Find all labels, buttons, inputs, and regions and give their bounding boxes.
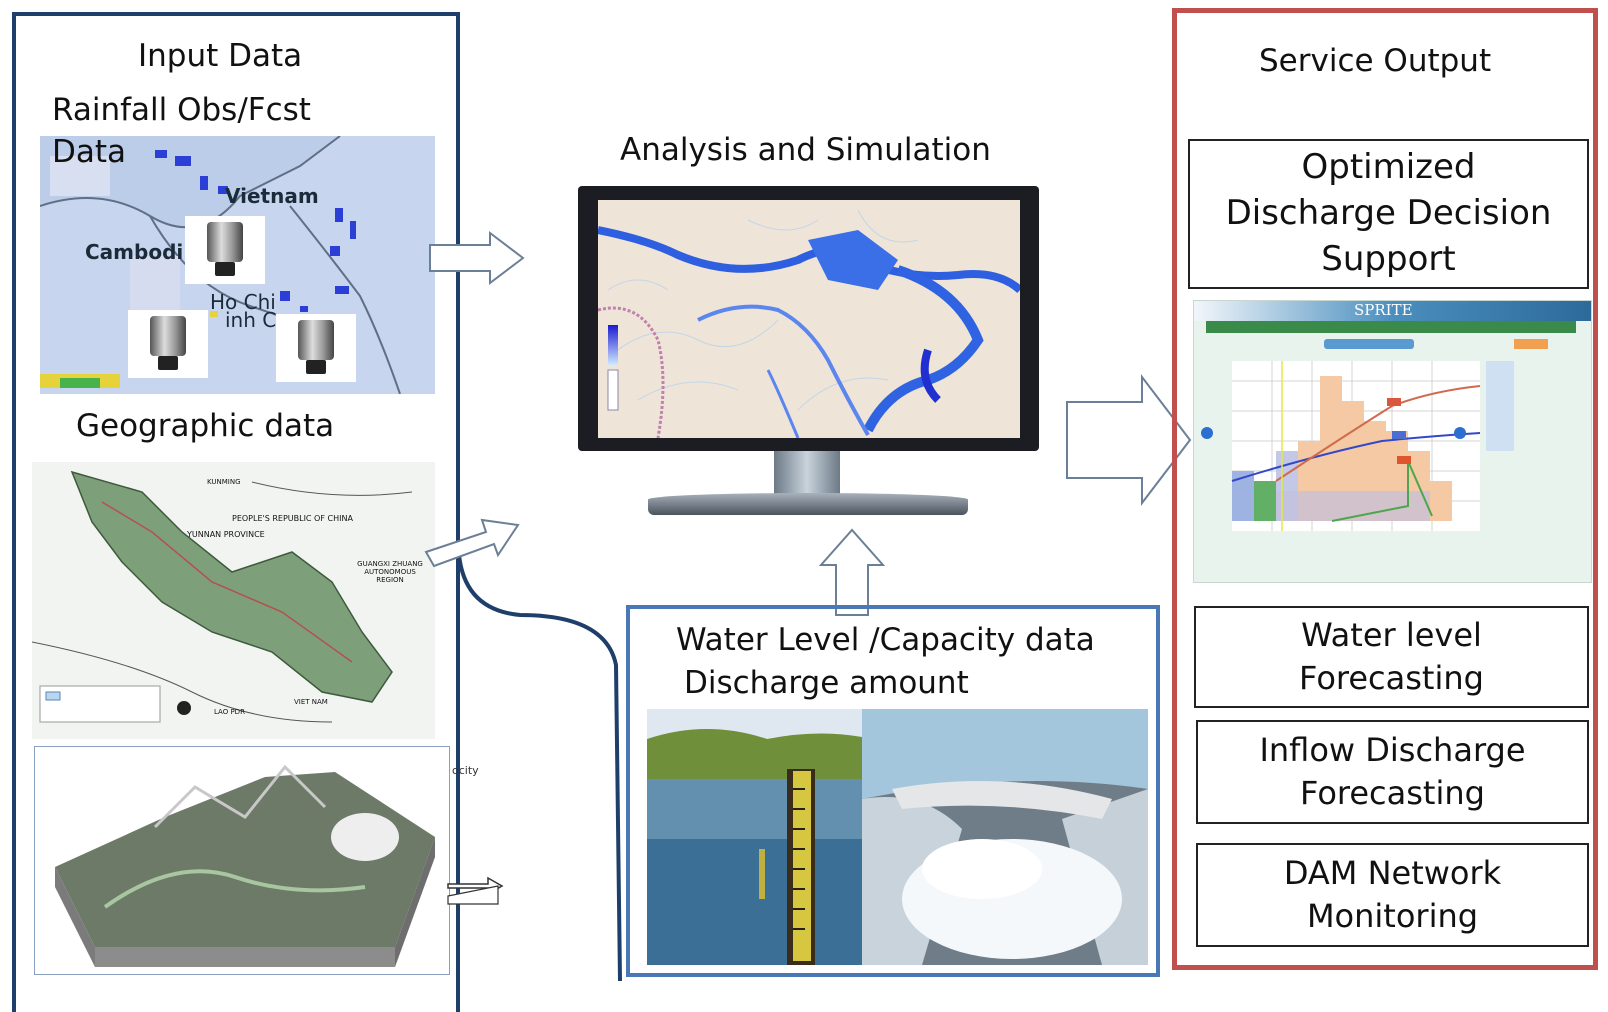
sprite-badge: [1514, 339, 1548, 349]
geographic-map: KUNMING PEOPLE'S REPUBLIC OF CHINA YUNNA…: [32, 462, 435, 739]
water-to-analysis-arrow: [818, 528, 886, 616]
dam-network-monitoring-box: DAM Network Monitoring: [1196, 843, 1589, 947]
rain-gauge-icon: [185, 216, 265, 284]
inflow-line1: Inflow Discharge: [1259, 730, 1526, 769]
water-level-panel: [626, 605, 1160, 977]
dam-line1: DAM Network: [1283, 853, 1502, 892]
water-level-forecasting-box: Water level Forecasting: [1194, 606, 1589, 708]
sprite-title: SPRITE: [1354, 301, 1413, 319]
sprite-tabs: [1206, 321, 1576, 333]
rainfall-map: Vietnam Cambodi Ho Chi inh C: [40, 136, 435, 394]
optimized-line2: Discharge Decision: [1225, 193, 1552, 234]
sprite-legend: [1486, 361, 1514, 451]
dam-graphic: [862, 709, 1148, 965]
simulation-map: [598, 200, 1020, 438]
inflow-line2: Forecasting: [1300, 774, 1485, 812]
rain-gauge-icon: [128, 310, 208, 378]
water-level-line2: Forecasting: [1299, 659, 1484, 697]
monitor-neck: [774, 451, 840, 495]
optimized-discharge-box: Optimized Discharge Decision Support: [1188, 139, 1589, 289]
sprite-nav-left-icon: [1201, 427, 1213, 439]
reservoir-photo: [647, 709, 862, 965]
rainfall-title-line1: Rainfall Obs/Fcst: [52, 92, 311, 128]
terrain-graphic: [55, 764, 435, 967]
geo-label-yunnan: YUNNAN PROVINCE: [187, 530, 265, 539]
connector-curve: [457, 554, 622, 982]
analysis-to-output-arrow: [1066, 374, 1192, 506]
water-title-line1: Water Level /Capacity data: [676, 622, 1095, 658]
sprite-screenshot: SPRITE: [1193, 300, 1592, 583]
terrain-arrow: [447, 876, 504, 905]
map-label-minh: inh C: [225, 308, 277, 332]
sprite-nav-right-icon: [1454, 427, 1466, 439]
terrain-label: ocity: [452, 764, 479, 777]
input-data-panel: [12, 12, 460, 1012]
geographic-data-title: Geographic data: [76, 408, 335, 444]
optimized-line3: Support: [1321, 238, 1456, 279]
sprite-button: [1324, 339, 1414, 349]
water-level-line1: Water level: [1301, 615, 1482, 654]
geo-label-laos: LAO PDR: [214, 708, 245, 716]
inflow-discharge-forecasting-box: Inflow Discharge Forecasting: [1196, 720, 1589, 824]
map-label-hochi: Ho Chi: [210, 290, 276, 314]
terrain-model: [34, 746, 450, 975]
reservoir-graphic: [647, 709, 862, 965]
rainfall-title-line2: Data: [52, 134, 127, 170]
service-output-title: Service Output: [1259, 43, 1492, 79]
water-title-line2: Discharge amount: [684, 665, 969, 701]
sprite-chart: [1231, 361, 1481, 531]
monitor-base: [648, 493, 968, 515]
flood-simulation-graphic: [598, 200, 1020, 438]
input-data-title: Input Data: [138, 38, 303, 74]
map-label-cambodia: Cambodi: [85, 240, 184, 264]
service-output-panel: [1172, 8, 1598, 970]
optimized-line1: Optimized: [1301, 147, 1476, 188]
geo-label-prc: PEOPLE'S REPUBLIC OF CHINA: [232, 514, 353, 523]
rainfall-to-analysis-arrow: [429, 230, 525, 286]
analysis-title: Analysis and Simulation: [620, 132, 991, 168]
geo-to-analysis-arrow: [424, 518, 520, 568]
geo-label-vietnam: VIET NAM: [294, 698, 328, 706]
geographic-map-graphic: [32, 470, 413, 723]
dam-photo: [862, 709, 1148, 965]
flow-arrows: [424, 230, 1192, 616]
map-label-vietnam: Vietnam: [225, 184, 319, 208]
dam-line2: Monitoring: [1306, 897, 1479, 935]
rain-gauge-icon: [276, 314, 356, 382]
geo-label-kunming: KUNMING: [207, 478, 241, 486]
sprite-header: [1194, 301, 1591, 321]
geo-label-guangxi: GUANGXI ZHUANG AUTONOMOUS REGION: [357, 560, 423, 584]
